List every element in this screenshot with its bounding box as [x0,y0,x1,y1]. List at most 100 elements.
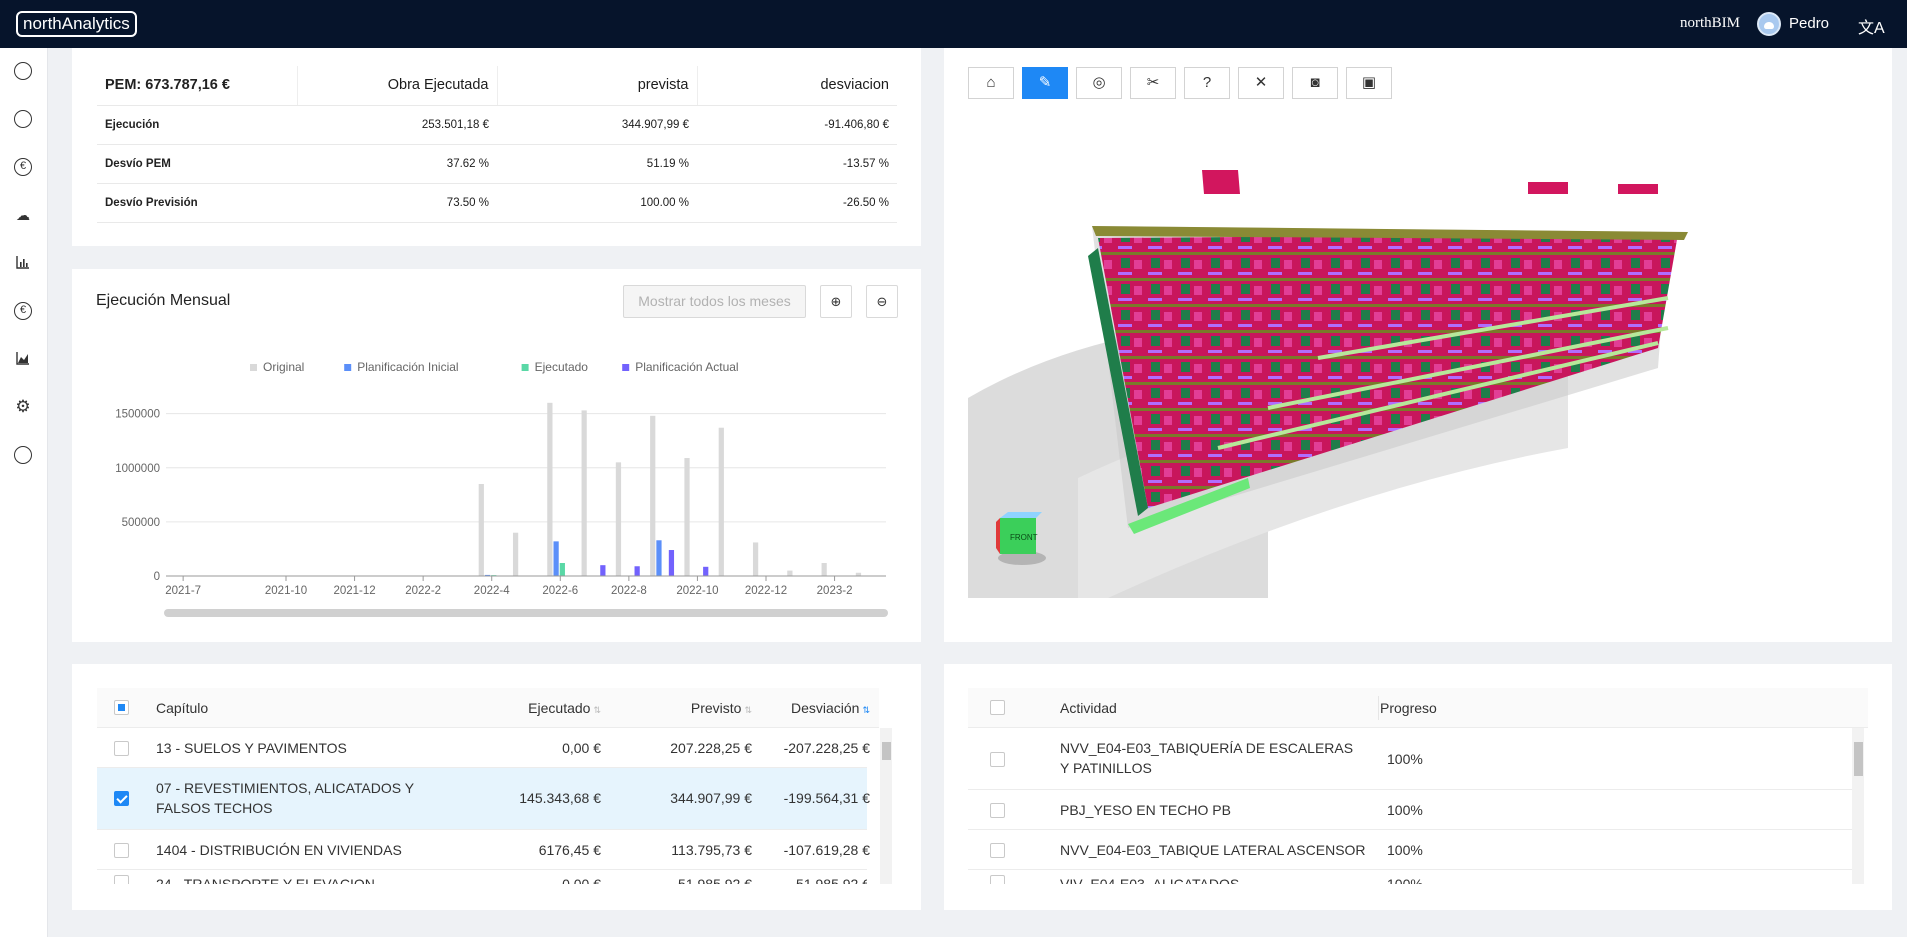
row-checkbox[interactable] [990,875,1005,884]
row-checkbox[interactable] [114,791,129,806]
pem-row: Desvío PEM 37.62 % 51.19 % -13.57 % [97,144,897,184]
sort-icon[interactable]: ⇅ [862,705,870,715]
row-checkbox[interactable] [990,843,1005,858]
bar [478,484,484,576]
x-tick-label: 2022-10 [676,585,718,597]
pem-row-label: Desvío PEM [97,144,297,184]
dashboard-icon[interactable] [14,446,32,464]
y-tick-label: 1000000 [115,463,160,475]
col-previsto[interactable]: Previsto ⇅ [572,698,752,720]
col-ejecutado[interactable]: Ejecutado ⇅ [421,698,601,720]
chapters-scrollbar[interactable] [880,728,892,884]
activity-name: VIV_E04-E03_ALICATADOS [1060,876,1240,884]
chapter-desviacion: -51.985,92 € [791,876,867,884]
chapter-name: 13 - SUELOS Y PAVIMENTOS [156,740,347,756]
euro-icon[interactable]: € [14,302,32,320]
screenshot-button[interactable]: ◙ [1292,67,1338,99]
scrollbar-thumb[interactable] [1854,742,1863,776]
col-actividad[interactable]: Actividad [1060,700,1117,716]
chart-scrollbar[interactable] [164,609,888,617]
pem-row: Ejecución 253.501,18 € 344.907,99 € -91.… [97,105,897,145]
bar [650,415,656,576]
legend-label: Planificación Actual [635,360,738,374]
col-desviacion: desviacion [697,66,897,106]
sort-icon[interactable]: ⇅ [593,705,601,715]
bar [581,410,587,576]
col-capitulo[interactable]: Capítulo [156,700,209,716]
legend-swatch [344,364,352,371]
hide-button[interactable]: ◎ [1076,67,1122,99]
show-all-months-button[interactable]: Mostrar todos los meses [623,285,806,318]
list-item[interactable] [968,728,1856,790]
home-icon: ⌂ [986,74,996,91]
euro-icon[interactable]: € [14,158,32,176]
user-name[interactable]: Pedro [1789,15,1830,32]
x-tick-label: 2021-12 [333,585,375,597]
bar [752,542,759,576]
row-checkbox[interactable] [114,875,129,884]
table-row[interactable] [97,728,867,768]
pem-cell: -26.50 % [697,183,897,223]
table-row[interactable]: 24 - TRANSPORTE Y ELEVACION 0,00 € 51.98… [97,870,867,884]
save-button[interactable]: ▣ [1346,67,1392,99]
select-all-checkbox[interactable] [114,700,129,715]
scissors-icon: ✂ [1146,74,1160,91]
sidebar: € ☁ € ⚙ ☰ [0,48,48,937]
bar [553,541,559,576]
row-checkbox[interactable] [990,752,1005,767]
bar [703,566,709,576]
monthly-execution-card [72,269,921,642]
chapter-ejecutado: 0,00 € [562,876,601,884]
bar [634,566,640,576]
col-previsto-label: Previsto [690,700,742,716]
gear-icon[interactable]: ⚙ [15,397,31,416]
help-button[interactable]: ? [1184,67,1230,99]
pem-row-label: Desvío Previsión [97,183,297,223]
pie-chart-icon[interactable] [14,110,32,128]
activity-name: NVV_E04-E03_TABIQUE LATERAL ASCENSOR [1060,842,1366,858]
list-item[interactable] [968,830,1856,870]
list-item[interactable]: VIV_E04-E03_ALICATADOS 100% [968,870,1856,884]
sort-icon[interactable]: ⇅ [744,705,752,715]
pie-chart-icon[interactable] [14,62,32,80]
bim-3d-model[interactable] [968,148,1868,598]
user-avatar[interactable] [1757,12,1781,36]
chapter-desviacion: -107.619,28 € [783,842,870,858]
select-button[interactable]: ✎ [1022,67,1068,99]
zoom-out-button[interactable]: ⊖ [866,285,898,318]
col-prevista: prevista [497,66,698,106]
legend-swatch [622,364,630,371]
y-tick-label: 0 [154,571,160,583]
pem-cell: 100.00 % [497,183,697,223]
close-button[interactable]: ✕ [1238,67,1284,99]
translate-icon[interactable]: 文A [1858,20,1885,37]
view-cube[interactable]: FRONT [994,510,1050,566]
row-checkbox[interactable] [114,843,129,858]
x-tick-label: 2022-12 [745,585,787,597]
chapter-ejecutado: 6176,45 € [538,842,601,858]
area-chart-icon[interactable] [14,350,32,368]
chapter-desviacion: -199.564,31 € [783,790,870,806]
select-all-checkbox[interactable] [990,700,1005,715]
list-item[interactable] [968,790,1856,830]
help-icon: ? [1202,74,1212,91]
bar-chart-icon[interactable] [14,254,32,272]
app-logo[interactable]: northAnalytics [16,11,137,37]
zoom-in-button[interactable]: ⊕ [820,285,852,318]
scrollbar-thumb[interactable] [882,742,891,760]
cloud-icon[interactable]: ☁ [16,207,30,223]
table-row[interactable] [97,830,867,870]
view-cube-label: FRONT [1010,533,1038,542]
table-row[interactable] [97,768,867,830]
activities-scrollbar[interactable] [1852,728,1864,884]
chapter-ejecutado: 0,00 € [562,740,601,756]
col-desviacion[interactable]: Desviación ⇅ [722,698,870,720]
row-checkbox[interactable] [114,741,129,756]
home-button[interactable]: ⌂ [968,67,1014,99]
bar [668,550,675,576]
pem-cell: -13.57 % [697,144,897,184]
pem-cell: 51.19 % [497,144,697,184]
x-tick-label: 2022-4 [474,585,510,597]
cut-button[interactable]: ✂ [1130,67,1176,99]
row-checkbox[interactable] [990,803,1005,818]
